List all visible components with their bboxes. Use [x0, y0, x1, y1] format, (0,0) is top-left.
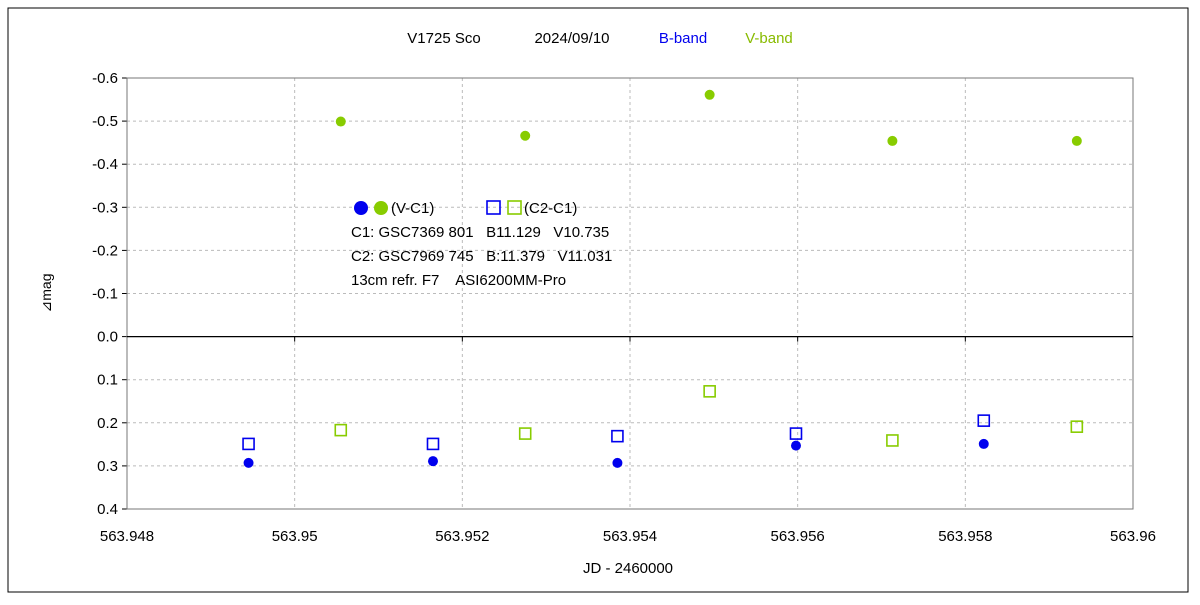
x-axis-label: JD - 2460000	[583, 560, 673, 577]
title-date: 2024/09/10	[534, 30, 609, 47]
y-tick-label: -0.4	[92, 156, 118, 173]
data-point-square	[518, 427, 532, 440]
data-point-square	[703, 385, 716, 398]
data-point-circle	[520, 130, 531, 141]
x-tick-labels: 563.948 563.95 563.952 563.954 563.956 563.95…	[100, 528, 1156, 545]
x-tick-label: 563.952	[435, 528, 489, 545]
x-tick-label: 563.95	[272, 528, 318, 545]
x-tick-label: 563.954	[603, 528, 657, 545]
series-B-V-C1	[243, 438, 989, 468]
data-point-circle	[335, 116, 346, 127]
data-point-square	[426, 437, 440, 451]
data-point-circle	[243, 457, 254, 468]
series-V-V-C1	[335, 89, 1082, 146]
data-points	[242, 89, 1084, 468]
y-tick-label: 0.3	[97, 458, 118, 475]
x-tick-label: 563.956	[771, 528, 825, 545]
data-point-square	[334, 423, 348, 437]
plot-area-border	[126, 77, 1134, 510]
data-point-square	[789, 427, 803, 440]
outer-border	[7, 7, 1189, 593]
chart-title: V1725 Sco 2024/09/10 B-band V-band	[407, 30, 792, 47]
data-point-square	[1070, 420, 1084, 433]
y-tick-label: 0.2	[97, 415, 118, 432]
legend-b-circle-marker	[354, 201, 368, 215]
title-object: V1725 Sco	[407, 30, 480, 47]
y-axis-label: ⊿mag	[38, 274, 54, 313]
annotations: C1: GSC7369 801 B11.129 V10.735 C2: GSC7…	[351, 224, 612, 289]
legend-c2c1-label: (C2-C1)	[524, 200, 577, 217]
y-tick-label: -0.3	[92, 199, 118, 216]
y-tick-label: -0.6	[92, 70, 118, 87]
annotation-c1: C1: GSC7369 801 B11.129 V10.735	[351, 224, 609, 241]
data-point-square	[886, 434, 899, 447]
annotation-instrument: 13cm refr. F7 ASI6200MM-Pro	[351, 272, 566, 289]
y-tick-label: -0.5	[92, 113, 118, 130]
legend-b-square-marker	[486, 200, 501, 215]
y-tick-label: 0.1	[97, 372, 118, 389]
series-B-C2-C1	[242, 414, 991, 451]
data-point-circle	[978, 438, 989, 449]
legend-v-square-marker	[507, 200, 522, 215]
y-tick-label: 0.0	[97, 329, 118, 346]
annotation-c2: C2: GSC7969 745 B:11.379 V11.031	[351, 248, 612, 265]
data-point-circle	[1071, 135, 1082, 146]
data-point-circle	[704, 89, 715, 100]
data-point-circle	[427, 456, 438, 467]
series-V-C2-C1	[334, 385, 1084, 447]
x-tick-label: 563.958	[938, 528, 992, 545]
y-tick-label: -0.1	[92, 286, 118, 303]
legend: (V-C1) (C2-C1)	[354, 200, 577, 217]
x-tick-label: 563.96	[1110, 528, 1156, 545]
data-point-circle	[887, 135, 898, 146]
legend-v-circle-marker	[374, 201, 388, 215]
data-point-square	[977, 414, 991, 427]
data-point-square	[611, 429, 624, 443]
title-v-band: V-band	[745, 30, 793, 47]
data-point-square	[242, 437, 255, 451]
data-point-circle	[612, 457, 623, 468]
legend-vc1-label: (V-C1)	[391, 200, 434, 217]
title-b-band: B-band	[659, 30, 707, 47]
data-point-circle	[790, 440, 801, 451]
y-tick-label: 0.4	[97, 501, 118, 518]
axes-layer	[122, 77, 1134, 510]
y-tick-labels: -0.6 -0.5 -0.4 -0.3 -0.2 -0.1 0.0 0.1 0.2 0.3 0.4	[92, 70, 118, 518]
y-tick-label: -0.2	[92, 242, 118, 259]
x-tick-label: 563.948	[100, 528, 154, 545]
